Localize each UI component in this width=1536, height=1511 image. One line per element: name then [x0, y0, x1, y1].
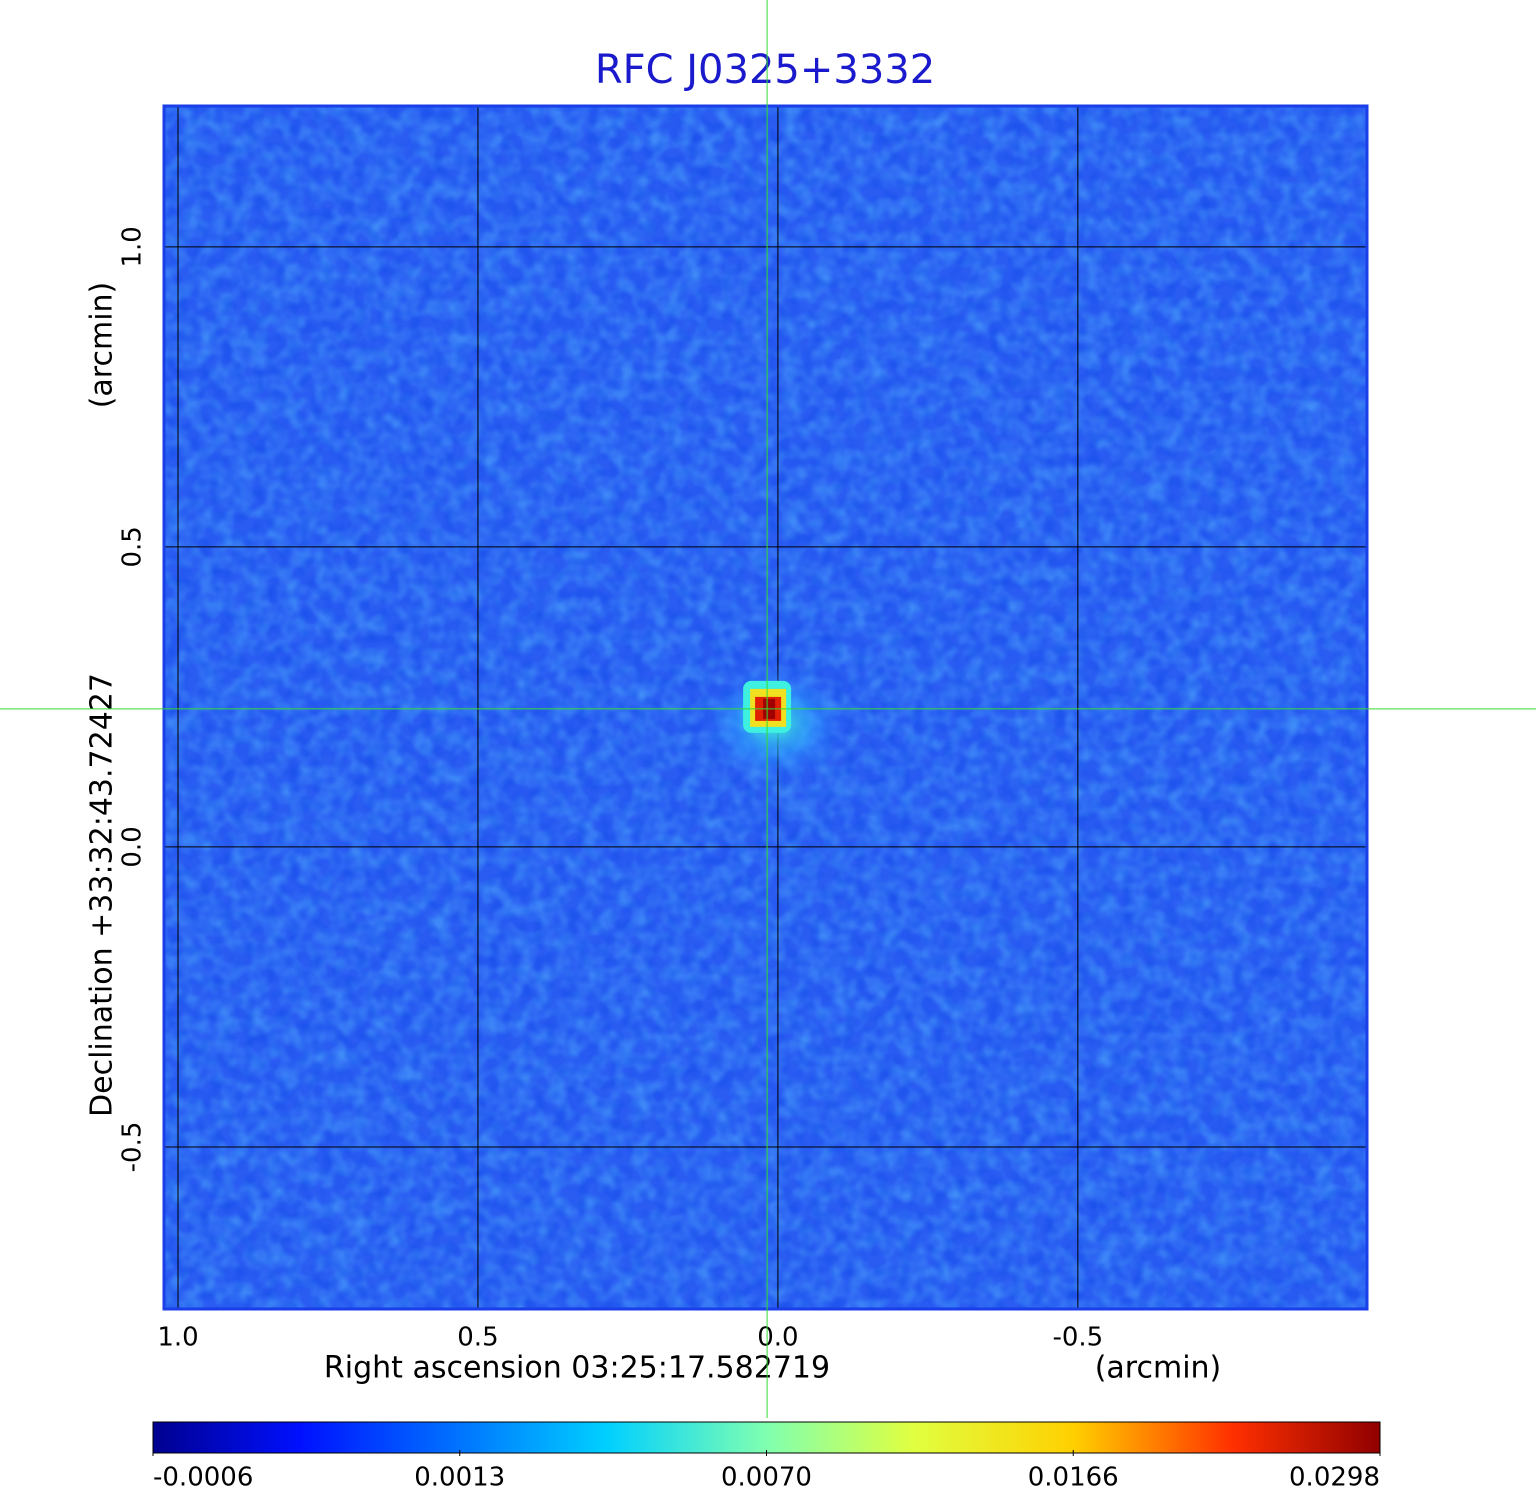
x-tick-label: 0.0 — [757, 1323, 798, 1353]
y-tick-label: 0.5 — [118, 526, 148, 567]
x-tick-label: 0.5 — [457, 1323, 498, 1353]
plot-frame — [162, 104, 1369, 1311]
colorbar-tick-label: 0.0070 — [721, 1463, 812, 1493]
colorbar-tick-label: -0.0006 — [153, 1463, 253, 1493]
x-axis-unit: (arcmin) — [1095, 1351, 1222, 1386]
chart-title: RFC J0325+3332 — [595, 47, 935, 93]
colorbar-tick-label: 0.0298 — [1289, 1463, 1380, 1493]
colorbar-tick-label: 0.0166 — [1028, 1463, 1119, 1493]
colorbar-tick-label: 0.0013 — [414, 1463, 505, 1493]
y-tick-label: 0.0 — [118, 826, 148, 867]
x-tick-label: -0.5 — [1052, 1323, 1103, 1353]
y-tick-label: -0.5 — [118, 1122, 148, 1173]
x-axis-label: Right ascension 03:25:17.582719 — [324, 1351, 830, 1386]
y-tick-label: 1.0 — [118, 226, 148, 267]
y-axis-label: Declination +33:32:43.72427 — [85, 673, 120, 1117]
colorbar — [152, 1421, 1381, 1454]
y-axis-unit: (arcmin) — [85, 282, 120, 409]
x-tick-label: 1.0 — [157, 1323, 198, 1353]
